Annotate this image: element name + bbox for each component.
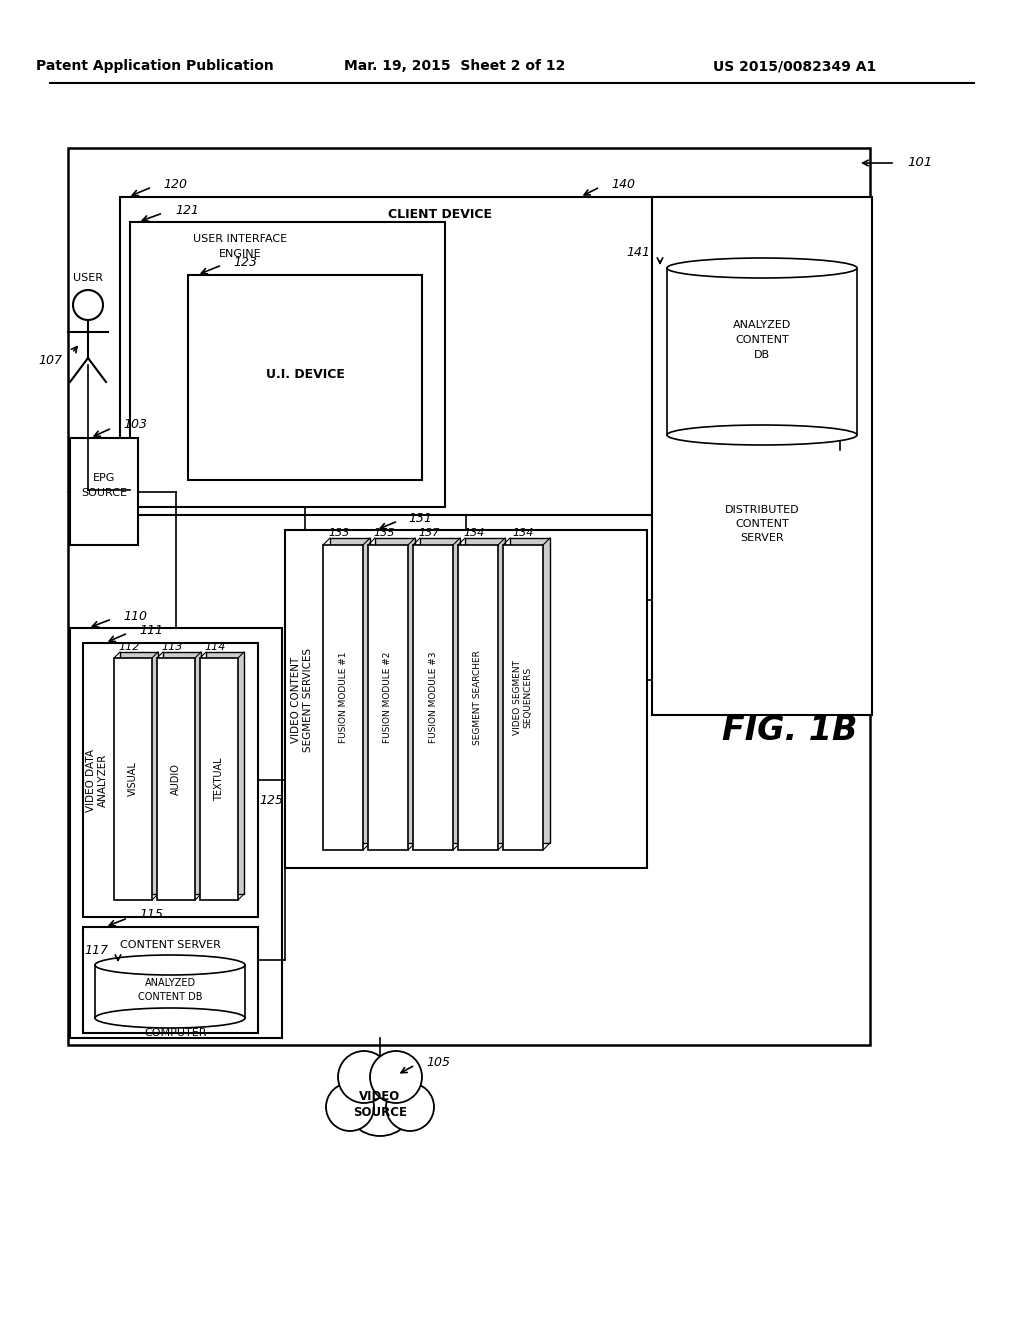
Text: DB: DB <box>754 350 770 360</box>
Text: USER: USER <box>73 273 103 282</box>
Bar <box>83 643 258 917</box>
Text: 140: 140 <box>611 177 635 190</box>
Bar <box>368 545 408 850</box>
Text: CONTENT: CONTENT <box>735 335 788 345</box>
Text: 120: 120 <box>163 177 187 190</box>
Text: 103: 103 <box>123 418 147 432</box>
Bar <box>163 652 201 894</box>
Circle shape <box>344 1064 416 1137</box>
Bar <box>95 965 245 1018</box>
Text: CONTENT DB: CONTENT DB <box>138 993 203 1002</box>
Text: SERVER: SERVER <box>740 533 783 543</box>
Text: EPG: EPG <box>93 473 115 483</box>
Text: 105: 105 <box>426 1056 450 1068</box>
Ellipse shape <box>95 954 245 975</box>
Text: FUSION MODULE #3: FUSION MODULE #3 <box>428 652 437 743</box>
Text: VIDEO SEGMENT
SEQUENCERS: VIDEO SEGMENT SEQUENCERS <box>513 660 532 735</box>
Text: ENGINE: ENGINE <box>219 249 261 259</box>
Bar <box>652 197 872 715</box>
Text: 117: 117 <box>84 944 108 957</box>
Text: 134: 134 <box>463 528 484 539</box>
Circle shape <box>326 1082 374 1131</box>
Text: VISUAL: VISUAL <box>128 762 138 796</box>
Bar <box>200 657 238 900</box>
Text: SOURCE: SOURCE <box>353 1106 407 1118</box>
Text: COMPUTER: COMPUTER <box>144 1028 207 1038</box>
Text: DISTRIBUTED: DISTRIBUTED <box>725 506 800 515</box>
Text: SERVER: SERVER <box>155 1015 198 1026</box>
Ellipse shape <box>667 257 857 279</box>
Bar <box>465 539 505 843</box>
Text: TEXTUAL: TEXTUAL <box>214 758 224 801</box>
Text: USER INTERFACE: USER INTERFACE <box>193 234 287 244</box>
Bar <box>510 539 550 843</box>
Ellipse shape <box>667 425 857 445</box>
Text: 123: 123 <box>233 256 257 268</box>
Bar <box>375 539 415 843</box>
Text: FIG. 1B: FIG. 1B <box>722 714 858 747</box>
Text: SOURCE: SOURCE <box>81 488 127 498</box>
Ellipse shape <box>95 1008 245 1028</box>
Text: 121: 121 <box>175 203 199 216</box>
Bar <box>130 222 445 507</box>
Text: ANALYZED: ANALYZED <box>144 978 196 987</box>
Text: 112: 112 <box>118 642 139 652</box>
Text: ANALYZED: ANALYZED <box>733 319 792 330</box>
Circle shape <box>73 290 103 319</box>
Text: 133: 133 <box>328 528 349 539</box>
Text: 115: 115 <box>139 908 163 921</box>
Text: 113: 113 <box>161 642 182 652</box>
Text: US 2015/0082349 A1: US 2015/0082349 A1 <box>714 59 877 73</box>
Bar <box>114 657 152 900</box>
Text: VIDEO: VIDEO <box>359 1090 400 1104</box>
Text: 110: 110 <box>123 610 147 623</box>
Bar <box>206 652 244 894</box>
Bar <box>285 531 647 869</box>
Bar <box>70 438 138 545</box>
Bar <box>68 148 870 1045</box>
Bar <box>330 539 370 843</box>
Text: 107: 107 <box>38 354 62 367</box>
Text: VIDEO CONTENT
SEGMENT SERVICES: VIDEO CONTENT SEGMENT SERVICES <box>291 648 312 752</box>
Text: 141: 141 <box>626 246 650 259</box>
Text: FUSION MODULE #1: FUSION MODULE #1 <box>339 652 347 743</box>
Text: Mar. 19, 2015  Sheet 2 of 12: Mar. 19, 2015 Sheet 2 of 12 <box>344 59 565 73</box>
Text: 131: 131 <box>408 512 432 525</box>
Bar <box>83 927 258 1034</box>
Text: SEGMENT SEARCHER: SEGMENT SEARCHER <box>473 649 482 744</box>
Bar <box>70 628 282 1038</box>
Text: CLIENT DEVICE: CLIENT DEVICE <box>388 209 492 222</box>
Bar <box>120 197 762 515</box>
Text: 111: 111 <box>139 623 163 636</box>
Text: 114: 114 <box>204 642 225 652</box>
Text: FUSION MODULE #2: FUSION MODULE #2 <box>384 652 392 743</box>
Bar <box>503 545 543 850</box>
Text: 137: 137 <box>418 528 439 539</box>
Text: 134: 134 <box>512 528 534 539</box>
Bar <box>120 652 158 894</box>
Circle shape <box>370 1051 422 1104</box>
Bar <box>323 545 362 850</box>
Bar <box>157 657 195 900</box>
Bar <box>188 275 422 480</box>
Text: Patent Application Publication: Patent Application Publication <box>36 59 273 73</box>
Bar <box>458 545 498 850</box>
Text: VIDEO DATA
ANALYZER: VIDEO DATA ANALYZER <box>86 748 108 812</box>
Circle shape <box>338 1051 390 1104</box>
Bar <box>420 539 460 843</box>
Text: CONTENT SERVER: CONTENT SERVER <box>120 940 220 950</box>
Bar <box>667 268 857 436</box>
Text: AUDIO: AUDIO <box>171 763 181 795</box>
Circle shape <box>386 1082 434 1131</box>
Text: U.I. DEVICE: U.I. DEVICE <box>265 368 344 381</box>
Text: CONTENT: CONTENT <box>735 519 788 529</box>
Text: 135: 135 <box>373 528 394 539</box>
Text: 101: 101 <box>907 156 932 169</box>
Text: 125: 125 <box>259 793 283 807</box>
Bar <box>413 545 453 850</box>
